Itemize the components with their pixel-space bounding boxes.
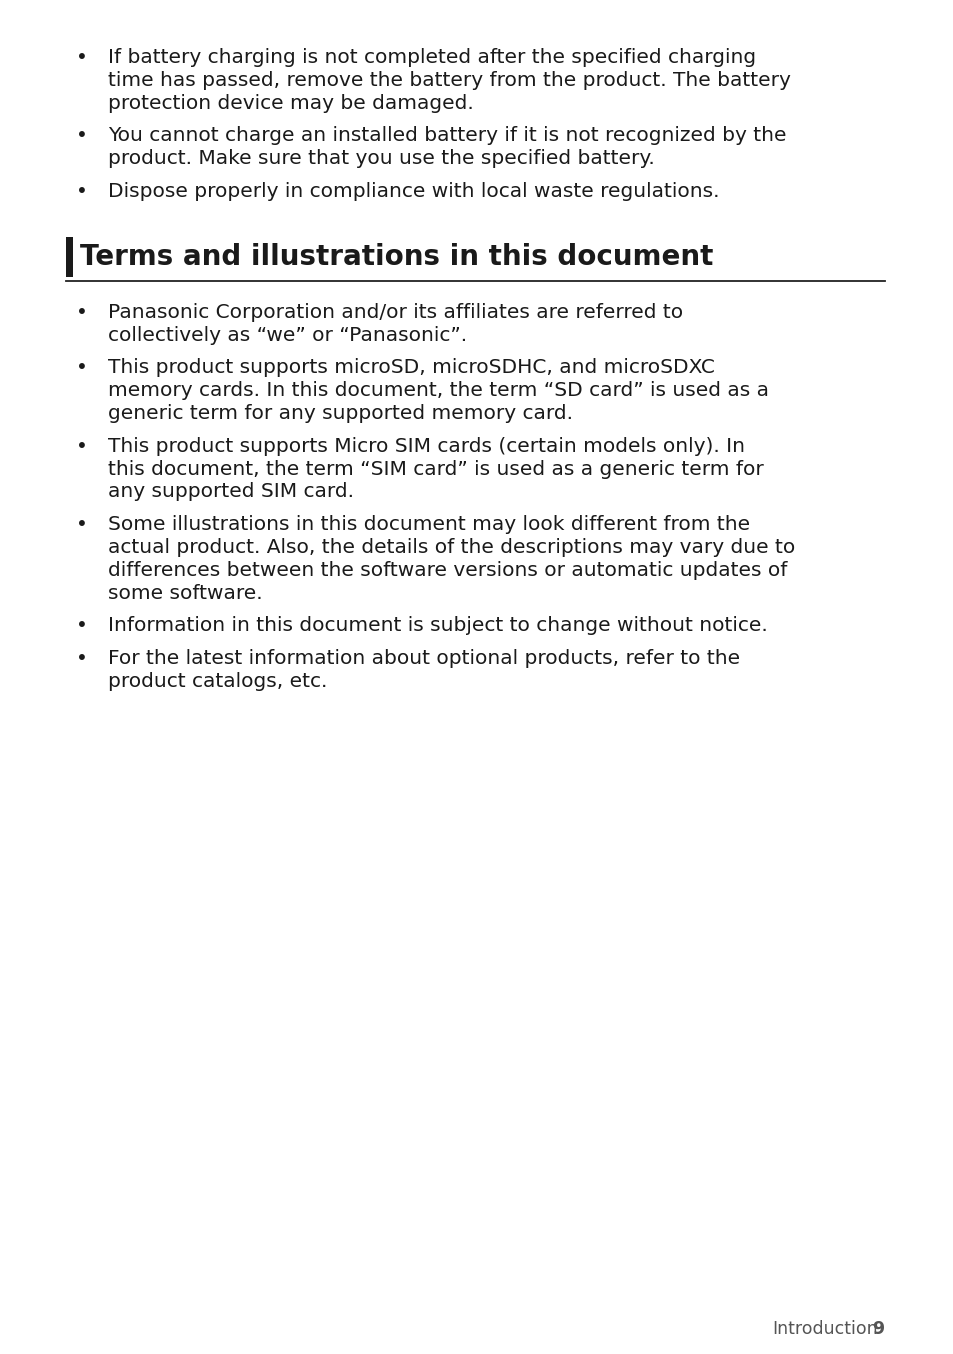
Text: •: • bbox=[76, 359, 88, 378]
Text: Introduction: Introduction bbox=[771, 1320, 877, 1338]
Text: This product supports Micro SIM cards (certain models only). In: This product supports Micro SIM cards (c… bbox=[108, 437, 744, 456]
Text: collectively as “we” or “Panasonic”.: collectively as “we” or “Panasonic”. bbox=[108, 325, 467, 345]
Text: You cannot charge an installed battery if it is not recognized by the: You cannot charge an installed battery i… bbox=[108, 126, 785, 145]
Text: •: • bbox=[76, 437, 88, 456]
Text: memory cards. In this document, the term “SD card” is used as a: memory cards. In this document, the term… bbox=[108, 382, 768, 401]
Text: product. Make sure that you use the specified battery.: product. Make sure that you use the spec… bbox=[108, 149, 654, 168]
Text: product catalogs, etc.: product catalogs, etc. bbox=[108, 672, 327, 691]
Text: actual product. Also, the details of the descriptions may vary due to: actual product. Also, the details of the… bbox=[108, 538, 795, 556]
Text: •: • bbox=[76, 126, 88, 145]
Text: Some illustrations in this document may look different from the: Some illustrations in this document may … bbox=[108, 516, 749, 535]
Text: This product supports microSD, microSDHC, and microSDXC: This product supports microSD, microSDHC… bbox=[108, 359, 714, 378]
Text: differences between the software versions or automatic updates of: differences between the software version… bbox=[108, 561, 786, 580]
Text: any supported SIM card.: any supported SIM card. bbox=[108, 482, 354, 501]
Text: this document, the term “SIM card” is used as a generic term for: this document, the term “SIM card” is us… bbox=[108, 459, 763, 478]
Text: time has passed, remove the battery from the product. The battery: time has passed, remove the battery from… bbox=[108, 70, 790, 89]
Text: Dispose properly in compliance with local waste regulations.: Dispose properly in compliance with loca… bbox=[108, 181, 719, 200]
Text: •: • bbox=[76, 649, 88, 669]
Text: Terms and illustrations in this document: Terms and illustrations in this document bbox=[80, 242, 713, 271]
Text: •: • bbox=[76, 516, 88, 535]
Text: Information in this document is subject to change without notice.: Information in this document is subject … bbox=[108, 616, 767, 635]
Text: For the latest information about optional products, refer to the: For the latest information about optiona… bbox=[108, 649, 740, 669]
Text: Panasonic Corporation and/or its affiliates are referred to: Panasonic Corporation and/or its affilia… bbox=[108, 303, 682, 322]
Text: •: • bbox=[76, 47, 88, 66]
Text: generic term for any supported memory card.: generic term for any supported memory ca… bbox=[108, 403, 573, 422]
Text: protection device may be damaged.: protection device may be damaged. bbox=[108, 93, 474, 112]
Text: some software.: some software. bbox=[108, 584, 262, 603]
Text: If battery charging is not completed after the specified charging: If battery charging is not completed aft… bbox=[108, 47, 756, 66]
Text: •: • bbox=[76, 303, 88, 322]
Text: •: • bbox=[76, 181, 88, 200]
Text: 9: 9 bbox=[871, 1320, 883, 1338]
Text: •: • bbox=[76, 616, 88, 635]
FancyBboxPatch shape bbox=[66, 237, 73, 276]
